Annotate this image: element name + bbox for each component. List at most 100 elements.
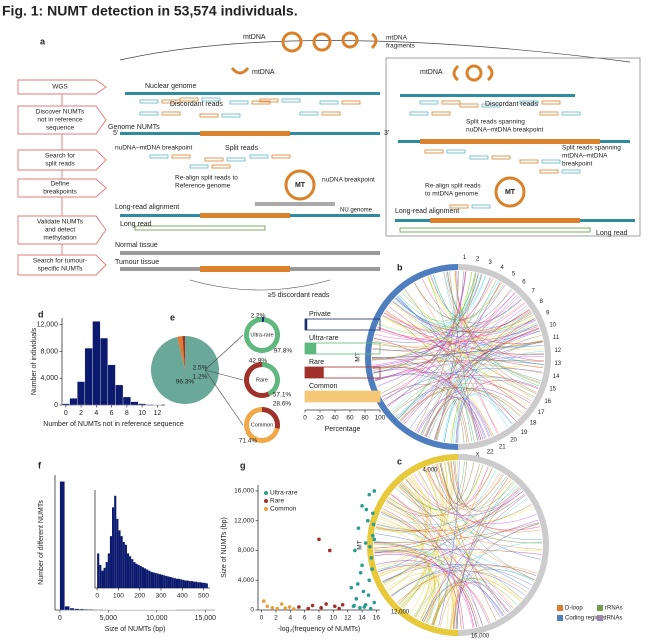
chromosome-label: 16: [544, 399, 551, 405]
label: Genome NUMTs: [108, 124, 160, 131]
label: Normal tissue: [115, 242, 158, 249]
circos-link: [382, 519, 539, 582]
label: Split reads: [225, 145, 259, 152]
x-tick-label: 500: [198, 593, 209, 600]
point: [261, 599, 266, 603]
read: [539, 169, 559, 174]
label: Discordant reads: [485, 101, 538, 108]
legend-text: Rare: [270, 498, 284, 505]
hist-bar: [138, 403, 147, 406]
circos-link: [422, 278, 543, 345]
step-text: split reads: [45, 161, 75, 168]
hist-bar: [99, 564, 102, 588]
point: [368, 606, 373, 611]
read-glyphs: [139, 97, 581, 209]
circos-link: [375, 372, 531, 404]
circos-link: [428, 276, 535, 331]
point: [366, 593, 371, 597]
hist-bar: [184, 580, 187, 588]
slice: [150, 336, 219, 404]
slice: [262, 362, 281, 397]
hist-bar: [84, 347, 93, 406]
circos-link: [455, 523, 540, 630]
legend-marker: [264, 507, 268, 511]
step-text: specific NUMTs: [38, 266, 84, 273]
hist-bar: [115, 384, 124, 406]
point: [355, 582, 360, 586]
circos-link: [438, 460, 460, 627]
legend-swatch: [557, 615, 563, 621]
y-tick-label: 8,000: [40, 348, 58, 355]
label: nuDNA–mtDNA breakpoint: [466, 127, 544, 134]
point: [371, 533, 375, 538]
label: Split reads spanning: [466, 119, 525, 126]
circos-link: [375, 496, 421, 533]
circos-link: [453, 394, 512, 443]
figure-title: Fig. 1: NUMT detection in 53,574 individ…: [2, 3, 298, 19]
chromosome-label: 4: [501, 265, 505, 271]
point: [310, 603, 315, 608]
circos-link: [422, 578, 518, 622]
x-tick-label: 400: [177, 593, 188, 600]
x-tick-label: 12: [344, 615, 352, 622]
hist-bar: [148, 570, 151, 588]
read: [299, 111, 319, 116]
mt-tick: 16,000: [471, 634, 490, 640]
hist-bar: [88, 609, 94, 611]
chromosome-label: 17: [538, 410, 545, 416]
circos-link: [374, 337, 482, 440]
label: Long read: [120, 221, 152, 228]
hist-bar: [122, 396, 131, 406]
circos-link: [427, 276, 473, 442]
panel-label: f: [38, 460, 42, 470]
circos-link: [433, 318, 536, 440]
circos-link: [381, 383, 465, 443]
read: [424, 149, 444, 154]
hist-bar: [158, 574, 162, 588]
read: [204, 157, 224, 162]
step-box: [17, 215, 107, 245]
circos-link: [456, 270, 498, 434]
step-text: Search for: [45, 153, 76, 160]
legend-marker: [264, 491, 268, 495]
circos-link: [383, 271, 466, 401]
hist-bar: [98, 609, 104, 611]
circos-link: [421, 494, 526, 622]
read: [459, 103, 479, 108]
panel-a-shapes: [119, 31, 641, 291]
panel-label: b: [397, 262, 403, 272]
x-tick-label: 0: [64, 410, 68, 417]
point: [366, 518, 370, 523]
circos-link: [374, 552, 474, 628]
chromosome-label: 22: [487, 449, 494, 455]
label: to mtDNA genome: [425, 191, 478, 198]
y-tick-label: 16,000: [234, 488, 254, 495]
hist-bar: [77, 381, 86, 406]
hist-bar: [156, 573, 159, 588]
read: [229, 100, 249, 105]
read: [341, 100, 361, 105]
value-label: 2.5%: [193, 365, 208, 372]
label: 3': [384, 130, 389, 137]
x-tick-label: 12: [153, 410, 161, 417]
x-tick-label: 0: [95, 593, 99, 600]
hist-bar: [131, 559, 134, 588]
hist-bar: [107, 553, 110, 588]
x-tick-label: 0: [58, 615, 62, 622]
hist-bar: [150, 571, 153, 588]
category-label: Ultra-rare: [309, 335, 339, 342]
point: [363, 541, 368, 545]
y-tick-label: 8,000: [238, 547, 255, 554]
x-tick-label: 6: [303, 615, 307, 622]
bar: [305, 367, 324, 378]
step-text: Define: [51, 181, 70, 188]
circos-link: [427, 312, 532, 438]
label: mtDNA: [386, 35, 408, 42]
circos-link: [372, 347, 544, 365]
label: Re-align split reads to: [175, 175, 238, 182]
circos-link: [436, 463, 484, 505]
bar-frame: [304, 318, 381, 331]
x-tick-label: 8: [317, 615, 321, 622]
circos-link: [431, 584, 491, 625]
circos-link: [382, 315, 493, 436]
